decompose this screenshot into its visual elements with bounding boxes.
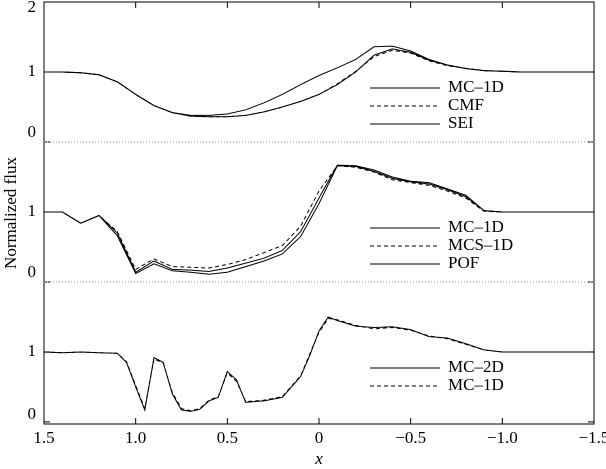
y-tick-label: 1 <box>28 341 37 360</box>
series-line <box>44 165 594 275</box>
legend-label: POF <box>448 253 479 272</box>
y-tick-label: 1 <box>28 201 37 220</box>
x-tick-label: 0 <box>315 428 324 447</box>
y-tick-label: 1 <box>28 61 37 80</box>
plot-frame <box>43 1 595 425</box>
series-line <box>44 48 594 118</box>
legend-label: MC–2D <box>448 357 504 376</box>
x-tick-label: −0.5 <box>395 428 426 447</box>
y-axis-label: Normalized flux <box>1 157 20 269</box>
x-tick-label: −1.5 <box>579 428 606 447</box>
legend-label: MC–1D <box>448 77 504 96</box>
series-line <box>44 45 594 116</box>
series-line <box>43 317 594 412</box>
x-tick-label: 0.5 <box>217 428 238 447</box>
legend-label: MC–1D <box>448 217 504 236</box>
x-tick-label: 1.0 <box>125 428 146 447</box>
y-tick-label: 2 <box>28 0 37 16</box>
x-tick-label: −1.0 <box>487 428 518 447</box>
legend-label: MCS–1D <box>448 235 513 254</box>
series-line <box>44 164 594 273</box>
series-line <box>43 316 594 412</box>
series-line <box>44 49 594 118</box>
y-tick-label: 0 <box>28 262 37 281</box>
legend-label: SEI <box>448 113 474 132</box>
y-tick-label: 0 <box>28 122 37 141</box>
series-line <box>44 165 594 271</box>
y-tick-label: 0 <box>28 404 37 423</box>
x-axis-label: x <box>314 449 323 468</box>
legend-label: CMF <box>448 95 484 114</box>
legend-label: MC–1D <box>448 375 504 394</box>
x-tick-label: 1.5 <box>33 428 54 447</box>
